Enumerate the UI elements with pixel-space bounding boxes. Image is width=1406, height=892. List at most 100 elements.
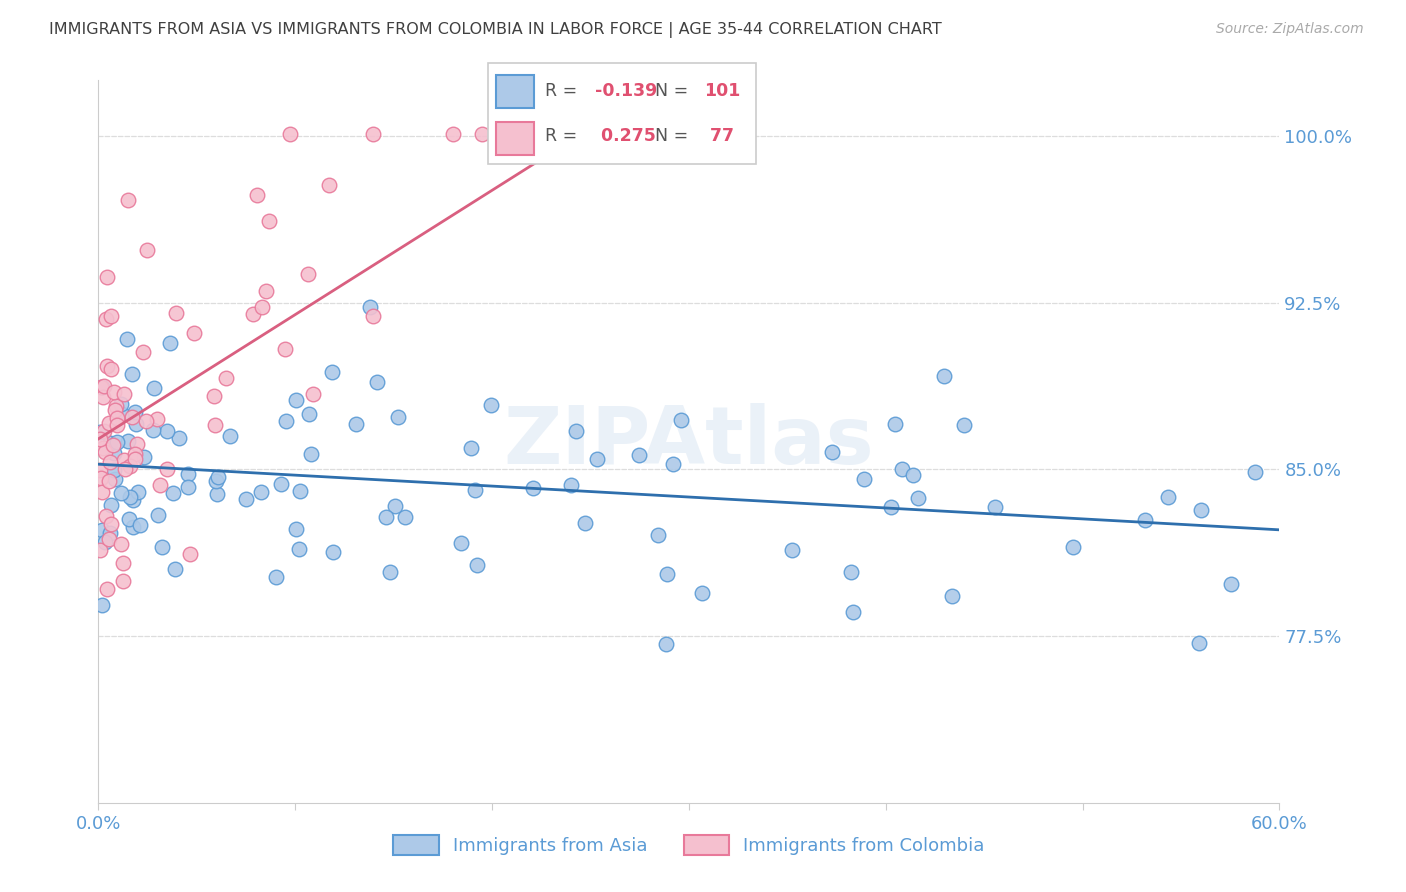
Text: N =: N = — [655, 82, 693, 100]
Text: 0.275: 0.275 — [595, 127, 655, 145]
Point — [574, 516, 596, 530]
Point — [654, 638, 676, 652]
Point — [1157, 490, 1180, 504]
Point — [276, 414, 298, 428]
Point — [879, 500, 901, 515]
Point — [655, 566, 678, 581]
Point — [204, 417, 226, 432]
Point — [120, 459, 142, 474]
Point — [983, 500, 1005, 515]
Point — [941, 589, 963, 603]
Text: ZIPAtlas: ZIPAtlas — [503, 402, 875, 481]
Point — [91, 380, 114, 394]
Point — [205, 475, 228, 489]
Point — [842, 606, 865, 620]
Point — [661, 458, 683, 472]
Point — [375, 510, 398, 524]
Point — [682, 127, 704, 141]
Point — [321, 365, 343, 379]
Point — [150, 540, 173, 554]
Point — [105, 399, 128, 413]
Point — [91, 390, 114, 404]
Point — [100, 361, 122, 376]
Point — [359, 301, 381, 315]
Point — [100, 309, 122, 323]
Point — [156, 424, 179, 438]
Point — [117, 434, 139, 448]
Point — [252, 300, 274, 314]
Point — [94, 508, 117, 523]
Point — [135, 414, 157, 428]
Point — [103, 463, 125, 477]
Point — [105, 411, 128, 425]
Point — [1189, 503, 1212, 517]
Point — [465, 558, 488, 573]
Point — [583, 127, 606, 141]
Point — [135, 243, 157, 257]
Point — [94, 534, 117, 549]
FancyBboxPatch shape — [488, 63, 756, 164]
Text: R =: R = — [546, 82, 583, 100]
Legend: Immigrants from Asia, Immigrants from Colombia: Immigrants from Asia, Immigrants from Co… — [387, 828, 991, 863]
Point — [242, 307, 264, 321]
Point — [441, 127, 464, 141]
Point — [156, 462, 179, 476]
Point — [132, 450, 155, 464]
Point — [98, 474, 121, 488]
Point — [463, 483, 485, 497]
Point — [121, 410, 143, 425]
Point — [165, 562, 187, 576]
Point — [103, 384, 125, 399]
Point — [159, 335, 181, 350]
Point — [1188, 635, 1211, 649]
Point — [669, 412, 692, 426]
Point — [627, 448, 650, 462]
Point — [93, 379, 115, 393]
Point — [344, 417, 367, 432]
Point — [146, 508, 169, 522]
Point — [124, 404, 146, 418]
Point — [89, 425, 111, 440]
Point — [98, 436, 121, 450]
Text: -0.139: -0.139 — [595, 82, 657, 100]
Point — [121, 367, 143, 381]
Point — [96, 582, 118, 596]
Point — [301, 387, 323, 401]
Point — [146, 411, 169, 425]
Point — [98, 417, 121, 431]
Point — [471, 127, 494, 141]
Point — [560, 478, 582, 492]
Point — [98, 455, 121, 469]
Point — [115, 332, 138, 346]
Point — [285, 393, 308, 408]
Point — [94, 444, 117, 458]
Point — [105, 418, 128, 433]
Point — [103, 438, 125, 452]
Point — [120, 490, 142, 504]
Point — [132, 344, 155, 359]
Point — [98, 532, 121, 546]
Point — [183, 326, 205, 340]
Point — [264, 570, 287, 584]
Point — [250, 484, 273, 499]
Text: R =: R = — [546, 127, 583, 145]
Point — [235, 492, 257, 507]
Point — [112, 556, 135, 570]
Point — [1219, 577, 1241, 591]
Point — [1244, 465, 1267, 479]
Point — [522, 482, 544, 496]
Point — [585, 451, 607, 466]
Point — [111, 574, 134, 589]
Point — [110, 537, 132, 551]
Point — [215, 370, 238, 384]
FancyBboxPatch shape — [496, 75, 534, 108]
Point — [100, 499, 122, 513]
Point — [105, 435, 128, 450]
Point — [129, 518, 152, 533]
Point — [288, 542, 311, 557]
Point — [394, 510, 416, 524]
Point — [205, 487, 228, 501]
Point — [839, 565, 862, 579]
Point — [274, 342, 297, 356]
Point — [299, 446, 322, 460]
